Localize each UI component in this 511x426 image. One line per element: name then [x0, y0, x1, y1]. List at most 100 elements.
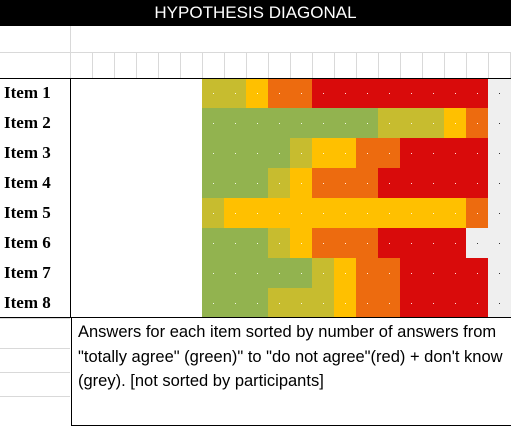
heat-cell-totally-agree — [246, 258, 268, 288]
cell-dot — [455, 303, 456, 304]
cell-dot — [323, 213, 324, 214]
heat-cell-do-not-agree — [444, 168, 466, 198]
cell-dot — [257, 273, 258, 274]
heat-cell-dont-know — [488, 228, 511, 258]
chart-note: Answers for each item sorted by number o… — [71, 318, 511, 426]
heat-cell-disagree — [356, 288, 378, 318]
cell-dot — [499, 93, 500, 94]
heat-cell-neutral — [334, 198, 356, 228]
cell-dot — [389, 213, 390, 214]
heat-cell-totally-agree — [356, 108, 378, 138]
heat-cell-dont-know — [466, 228, 488, 258]
cell-dot — [389, 243, 390, 244]
heat-cell-disagree — [290, 78, 312, 108]
cell-dot — [433, 93, 434, 94]
cell-dot — [213, 123, 214, 124]
heat-cell-disagree — [378, 288, 400, 318]
heat-cell-agree — [202, 78, 224, 108]
cell-dot — [213, 213, 214, 214]
cell-dot — [389, 273, 390, 274]
cell-dot — [345, 273, 346, 274]
heat-cell-totally-agree — [246, 138, 268, 168]
heat-cell-do-not-agree — [422, 228, 444, 258]
cell-dot — [477, 243, 478, 244]
heat-cell-dont-know — [488, 78, 511, 108]
heat-cell-do-not-agree — [444, 138, 466, 168]
heat-cell-do-not-agree — [400, 288, 422, 318]
cell-dot — [257, 183, 258, 184]
cell-dot — [433, 303, 434, 304]
cell-dot — [345, 183, 346, 184]
heat-cell-agree — [378, 108, 400, 138]
cell-dot — [301, 93, 302, 94]
heat-cell-agree — [290, 138, 312, 168]
cell-dot — [499, 273, 500, 274]
heat-cell-agree — [224, 78, 246, 108]
heat-cell-do-not-agree — [334, 78, 356, 108]
cell-dot — [257, 93, 258, 94]
cell-dot — [389, 183, 390, 184]
heat-cell-totally-agree — [268, 108, 290, 138]
cell-dot — [345, 93, 346, 94]
heat-cell-do-not-agree — [444, 288, 466, 318]
cell-dot — [213, 303, 214, 304]
cell-dot — [389, 123, 390, 124]
heat-cell-disagree — [334, 228, 356, 258]
cell-dot — [433, 213, 434, 214]
cell-dot — [433, 183, 434, 184]
heat-cell-totally-agree — [224, 228, 246, 258]
cell-dot — [455, 123, 456, 124]
cell-dot — [213, 183, 214, 184]
heat-cell-disagree — [378, 138, 400, 168]
heat-cell-totally-agree — [268, 138, 290, 168]
cell-dot — [279, 183, 280, 184]
heat-cell-neutral — [312, 138, 334, 168]
heat-cell-do-not-agree — [466, 78, 488, 108]
cell-dot — [345, 303, 346, 304]
heat-cell-disagree — [356, 228, 378, 258]
heat-cell-do-not-agree — [356, 78, 378, 108]
cell-dot — [367, 303, 368, 304]
heat-cell-neutral — [312, 198, 334, 228]
cell-dot — [301, 123, 302, 124]
cell-dot — [411, 243, 412, 244]
heat-cell-neutral — [290, 168, 312, 198]
heat-cell-do-not-agree — [400, 228, 422, 258]
heat-cell-totally-agree — [202, 168, 224, 198]
cell-dot — [235, 273, 236, 274]
heat-cell-agree — [312, 288, 334, 318]
cell-dot — [279, 213, 280, 214]
plot-frame — [0, 78, 511, 318]
heat-cell-dont-know — [488, 138, 511, 168]
heat-cell-do-not-agree — [466, 138, 488, 168]
heat-cell-agree — [268, 228, 290, 258]
cell-dot — [279, 243, 280, 244]
row-label: Item 1 — [4, 83, 51, 102]
cell-dot — [477, 183, 478, 184]
cell-dot — [499, 303, 500, 304]
cell-dot — [477, 303, 478, 304]
heat-cell-totally-agree — [290, 258, 312, 288]
cell-dot — [345, 213, 346, 214]
heat-cell-neutral — [378, 198, 400, 228]
cell-dot — [345, 153, 346, 154]
heat-cell-totally-agree — [224, 168, 246, 198]
heat-cell-neutral — [224, 198, 246, 228]
heat-cell-neutral — [356, 198, 378, 228]
heat-cell-agree — [400, 108, 422, 138]
cell-dot — [455, 93, 456, 94]
cell-dot — [477, 93, 478, 94]
heat-cell-totally-agree — [268, 258, 290, 288]
heat-cell-disagree — [466, 108, 488, 138]
heat-cell-agree — [202, 198, 224, 228]
cell-dot — [433, 123, 434, 124]
cell-dot — [301, 183, 302, 184]
heat-cell-totally-agree — [202, 228, 224, 258]
heat-cell-totally-agree — [246, 168, 268, 198]
cell-dot — [213, 93, 214, 94]
cell-dot — [411, 273, 412, 274]
cell-dot — [235, 303, 236, 304]
heat-cell-do-not-agree — [312, 78, 334, 108]
cell-dot — [411, 93, 412, 94]
cell-dot — [367, 123, 368, 124]
